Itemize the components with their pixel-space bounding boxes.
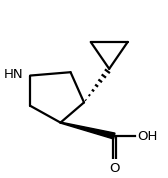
Polygon shape [60, 122, 115, 139]
Text: OH: OH [137, 130, 157, 143]
Text: O: O [109, 162, 119, 175]
Text: HN: HN [4, 68, 23, 81]
